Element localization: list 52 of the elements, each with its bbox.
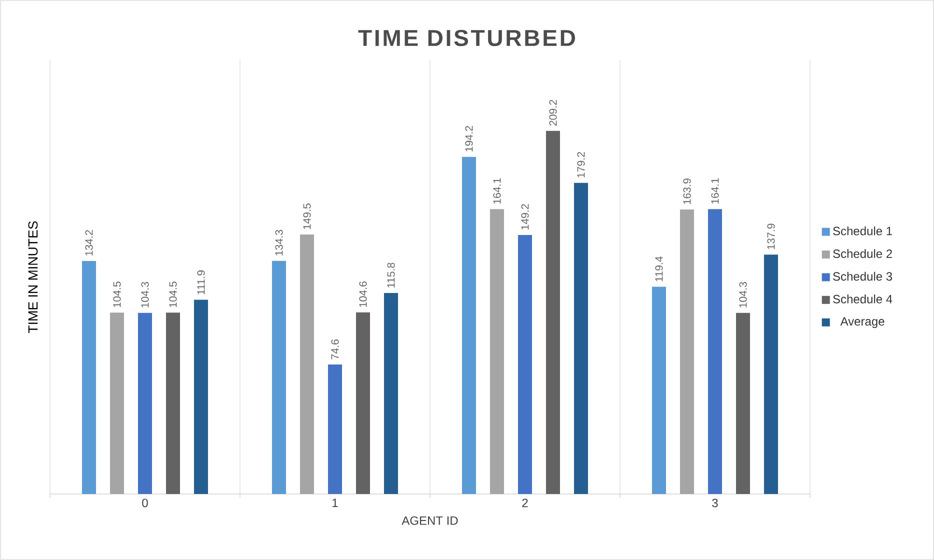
data-label: 134.2 — [85, 230, 93, 256]
bar — [680, 209, 694, 494]
data-label: 164.1 — [493, 178, 501, 204]
legend-label: Schedule 3 — [833, 272, 892, 281]
bar — [462, 156, 476, 494]
bar — [490, 209, 504, 494]
chart-title: TIME DISTURBED — [358, 30, 576, 46]
data-label: 104.3 — [739, 282, 747, 308]
bar — [652, 286, 666, 494]
data-label: 209.2 — [549, 100, 557, 126]
data-label: 163.9 — [683, 178, 691, 204]
data-label: 164.1 — [711, 178, 719, 204]
data-label: 111.9 — [197, 270, 205, 294]
x-tick-label: 2 — [522, 498, 528, 508]
bar — [574, 182, 588, 494]
bar — [110, 312, 124, 494]
y-axis-title: TIME IN MINUTES — [28, 221, 38, 333]
x-tick-label: 1 — [332, 498, 338, 507]
data-label: 74.6 — [331, 340, 339, 360]
data-label: 149.2 — [521, 204, 529, 230]
bar — [736, 312, 750, 494]
data-label: 179.2 — [577, 152, 585, 178]
bar — [384, 292, 398, 494]
bar — [272, 260, 286, 494]
data-label: 149.5 — [303, 204, 311, 229]
data-label: 134.3 — [275, 230, 283, 256]
bar — [166, 312, 180, 494]
bar — [546, 130, 560, 494]
x-tick-label: 0 — [142, 498, 148, 508]
bar — [300, 234, 314, 494]
data-label: 119.4 — [655, 256, 663, 282]
bar — [518, 234, 532, 494]
data-label: 104.5 — [169, 282, 177, 308]
x-tick-label: 3 — [712, 498, 718, 508]
legend-label: Average — [840, 317, 884, 328]
data-label: 104.3 — [141, 282, 149, 308]
bar — [194, 300, 208, 494]
legend-label: Schedule 4 — [833, 294, 892, 304]
data-label: 194.2 — [465, 126, 473, 152]
bar — [356, 312, 370, 494]
legend-label: Schedule 1 — [833, 226, 892, 236]
x-axis-title: AGENT ID — [402, 516, 458, 525]
bar — [138, 312, 152, 494]
data-label: 115.8 — [387, 262, 395, 288]
bar — [764, 254, 778, 494]
bar — [328, 364, 342, 494]
bar — [82, 261, 96, 494]
data-label: 137.9 — [767, 224, 775, 250]
legend-label: Schedule 2 — [833, 249, 892, 258]
data-label: 104.6 — [359, 281, 367, 307]
bar — [708, 209, 722, 494]
data-label: 104.5 — [113, 282, 121, 308]
